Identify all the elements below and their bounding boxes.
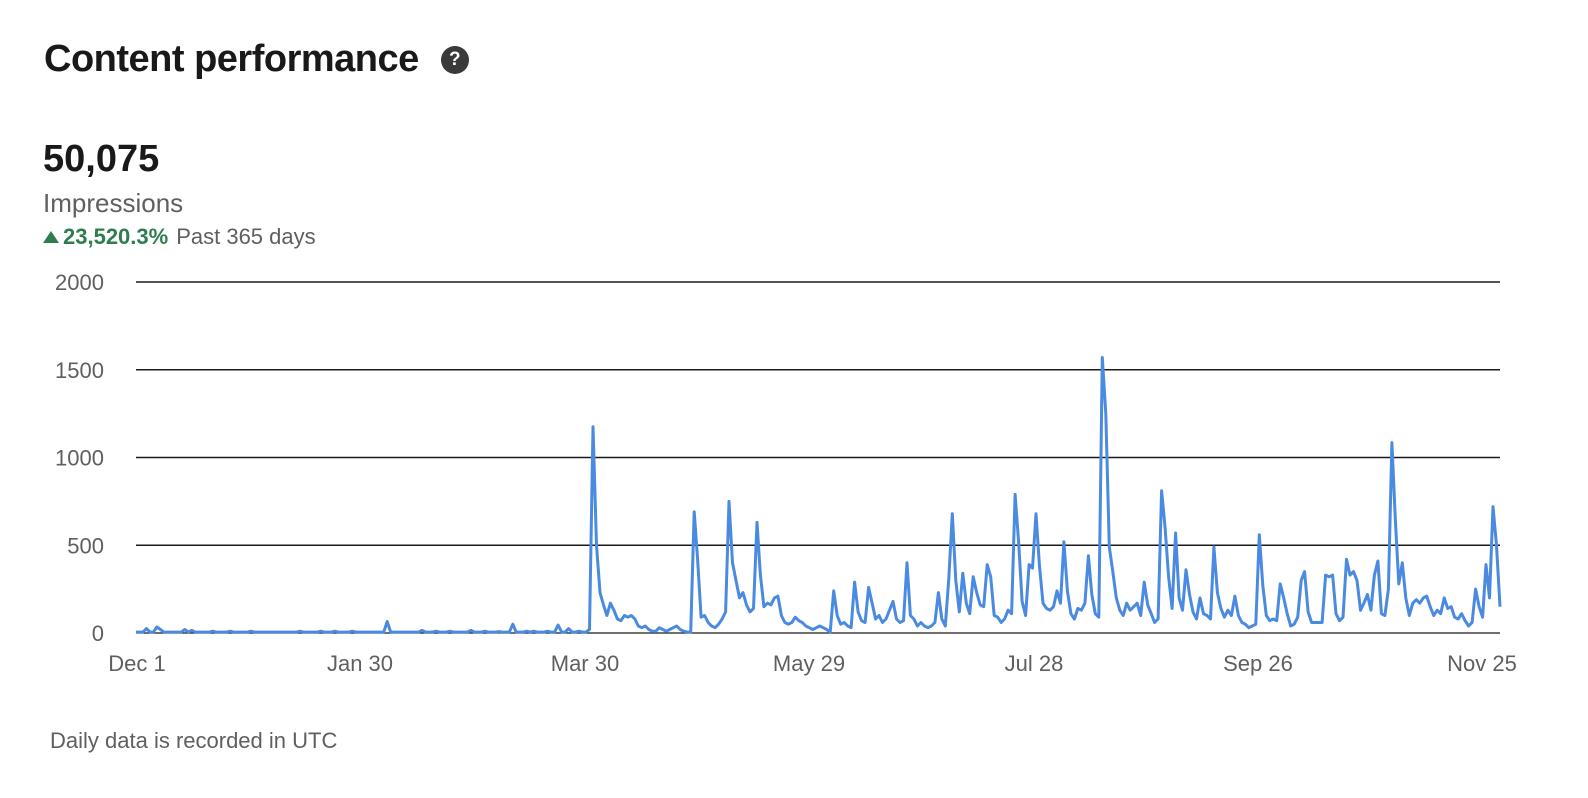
x-tick-label: Nov 25	[1447, 651, 1517, 676]
y-tick-label: 500	[67, 533, 104, 558]
footnote: Daily data is recorded in UTC	[50, 728, 338, 753]
question-circle-icon[interactable]: ?	[440, 45, 469, 74]
x-tick-label: May 29	[773, 651, 845, 676]
y-tick-label: 2000	[55, 270, 104, 295]
metric-label: Impressions	[43, 188, 184, 218]
x-tick-label: Jan 30	[327, 651, 393, 676]
header: Content performance ?	[44, 38, 469, 81]
change-percent: 23,520.3%	[63, 224, 169, 249]
y-tick-label: 1500	[55, 358, 104, 383]
x-tick-label: Dec 1	[108, 651, 165, 676]
y-tick-label: 0	[92, 621, 104, 646]
impressions-series-line[interactable]	[136, 356, 1502, 634]
total-impressions-value: 50,075	[43, 138, 160, 180]
x-tick-label: Jul 28	[1005, 651, 1064, 676]
change-row: 23,520.3% Past 365 days	[43, 224, 316, 250]
x-tick-label: Mar 30	[551, 651, 619, 676]
period-label: Past 365 days	[176, 224, 316, 249]
x-tick-label: Sep 26	[1223, 651, 1293, 676]
triangle-up-icon	[43, 231, 59, 243]
y-tick-label: 1000	[55, 446, 104, 471]
page-title: Content performance	[44, 38, 419, 80]
